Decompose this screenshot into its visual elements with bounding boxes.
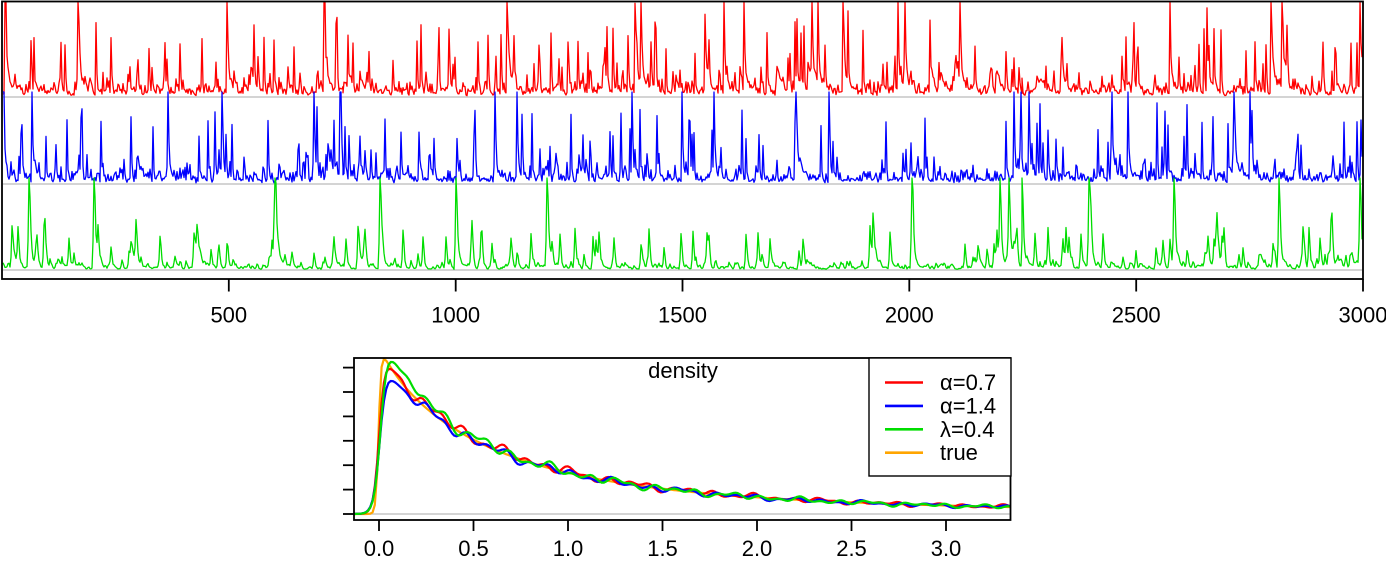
svg-text:1.0: 1.0: [553, 536, 584, 561]
svg-text:λ=0.4: λ=0.4: [940, 417, 994, 442]
svg-text:density: density: [648, 358, 718, 383]
svg-text:2.5: 2.5: [836, 536, 867, 561]
svg-text:0.0: 0.0: [364, 536, 395, 561]
svg-text:1500: 1500: [658, 303, 707, 328]
svg-text:α=0.7: α=0.7: [940, 370, 996, 395]
svg-text:true: true: [940, 440, 978, 465]
svg-text:3.0: 3.0: [931, 536, 962, 561]
svg-text:2000: 2000: [885, 303, 934, 328]
svg-text:1.5: 1.5: [647, 536, 678, 561]
svg-text:0.5: 0.5: [458, 536, 489, 561]
svg-text:500: 500: [210, 303, 247, 328]
svg-text:α=1.4: α=1.4: [940, 393, 996, 418]
svg-text:2.0: 2.0: [742, 536, 773, 561]
svg-text:2500: 2500: [1112, 303, 1161, 328]
svg-text:3000: 3000: [1339, 303, 1386, 328]
svg-text:1000: 1000: [431, 303, 480, 328]
